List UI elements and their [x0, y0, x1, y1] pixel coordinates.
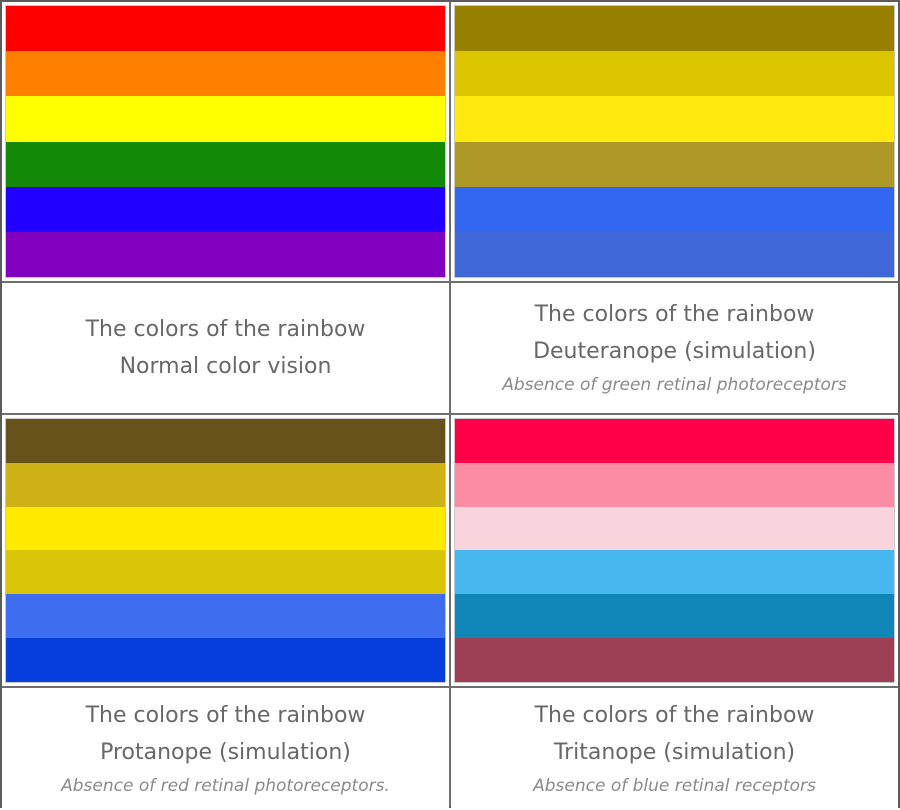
caption-subtitle: Protanope (simulation): [100, 740, 351, 765]
rainbow-flag-normal: [5, 5, 446, 278]
stripe-2: [6, 462, 445, 507]
caption-subtitle: Deuteranope (simulation): [533, 339, 816, 364]
stripe-6: [6, 231, 445, 278]
stripe-2: [6, 51, 445, 97]
stripe-4: [455, 141, 894, 187]
caption-title: The colors of the rainbow: [534, 703, 815, 728]
caption-title: The colors of the rainbow: [85, 317, 366, 342]
caption-note: Absence of green retinal photoreceptors: [502, 375, 847, 395]
stripe-3: [455, 96, 894, 142]
stripe-3: [455, 506, 894, 551]
stripe-6: [6, 638, 445, 682]
stripe-4: [6, 141, 445, 187]
caption-subtitle: Normal color vision: [119, 354, 332, 379]
caption-tritanope: The colors of the rainbow Tritanope (sim…: [451, 688, 898, 810]
stripe-5: [455, 186, 894, 232]
stripe-6: [455, 231, 894, 278]
stripe-6: [455, 638, 894, 682]
rainbow-flag-protanope: [5, 418, 446, 683]
caption-subtitle: Tritanope (simulation): [553, 740, 796, 765]
caption-deuteranope: The colors of the rainbow Deuteranope (s…: [451, 283, 898, 413]
flag-cell-deuteranope: [451, 2, 898, 281]
stripe-1: [6, 419, 445, 463]
caption-note: Absence of red retinal photoreceptors.: [61, 776, 390, 796]
stripe-2: [455, 51, 894, 97]
caption-normal: The colors of the rainbow Normal color v…: [2, 283, 449, 413]
flag-cell-tritanope: [451, 415, 898, 686]
stripe-1: [455, 419, 894, 463]
flag-cell-protanope: [2, 415, 449, 686]
stripe-3: [6, 96, 445, 142]
caption-protanope: The colors of the rainbow Protanope (sim…: [2, 688, 449, 810]
stripe-5: [6, 594, 445, 639]
rainbow-flag-deuteranope: [454, 5, 895, 278]
stripe-4: [455, 550, 894, 595]
stripe-1: [455, 6, 894, 52]
stripe-3: [6, 506, 445, 551]
caption-title: The colors of the rainbow: [85, 703, 366, 728]
stripe-1: [6, 6, 445, 52]
caption-note: Absence of blue retinal receptors: [533, 776, 816, 796]
stripe-4: [6, 550, 445, 595]
rainbow-flag-tritanope: [454, 418, 895, 683]
stripe-5: [455, 594, 894, 639]
caption-title: The colors of the rainbow: [534, 302, 815, 327]
stripe-5: [6, 186, 445, 232]
stripe-2: [455, 462, 894, 507]
flag-cell-normal: [2, 2, 449, 281]
